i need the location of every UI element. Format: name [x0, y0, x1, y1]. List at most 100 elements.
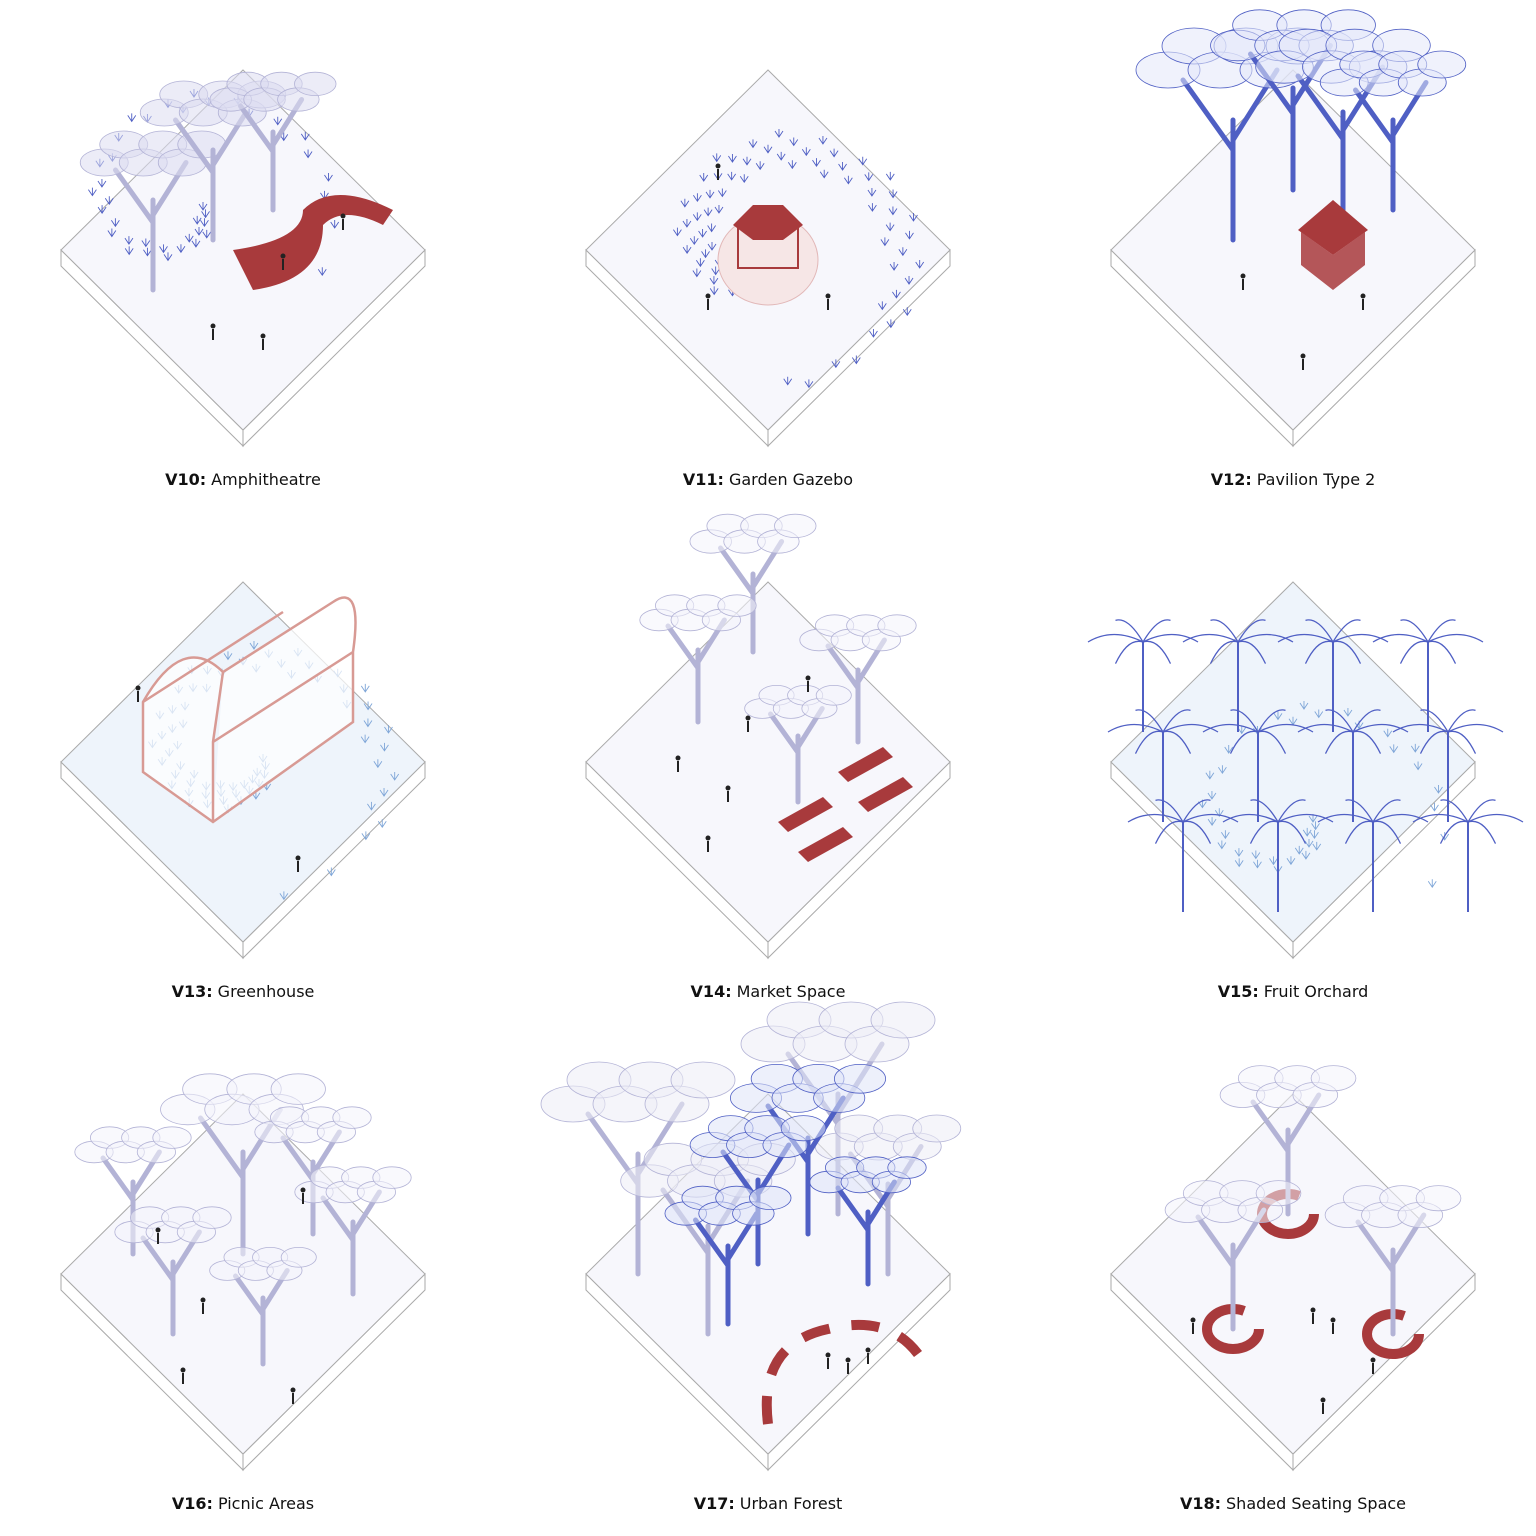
caption-code: V16: — [172, 1494, 213, 1513]
palm-leaf — [1182, 820, 1212, 844]
palm-leaf — [1222, 813, 1279, 823]
market-stall — [858, 777, 913, 812]
caption-name: Greenhouse — [218, 982, 315, 1001]
palm-leaf — [1352, 730, 1382, 754]
grass — [909, 212, 918, 222]
palm-leaf — [1277, 820, 1307, 844]
palm-leaf — [1087, 633, 1144, 643]
tree-crown — [912, 1114, 962, 1143]
grass — [324, 172, 333, 182]
grass — [198, 202, 208, 211]
caption: V14: Market Space — [691, 982, 846, 1001]
grass — [201, 209, 210, 219]
tree-crown — [1255, 1180, 1302, 1207]
grass — [1413, 761, 1423, 771]
grass — [107, 228, 117, 238]
grass — [97, 178, 107, 188]
grass — [858, 156, 868, 166]
palm-leaf — [1392, 723, 1449, 733]
grass — [1269, 856, 1278, 866]
palm-leaf — [1344, 820, 1374, 844]
seating-arc — [761, 1319, 922, 1425]
grass — [698, 228, 707, 238]
grass — [711, 266, 721, 276]
person-head — [725, 785, 731, 791]
tree-crown — [294, 71, 337, 97]
caption-code: V15: — [1218, 982, 1259, 1001]
grass — [904, 276, 914, 285]
palm-leaf — [1209, 640, 1239, 664]
grass — [877, 301, 887, 311]
grass — [184, 233, 194, 243]
tree-crown — [834, 1064, 887, 1094]
scene — [60, 69, 426, 448]
grass — [363, 718, 373, 728]
person-head — [825, 1352, 831, 1358]
tree-crown — [280, 1247, 317, 1268]
grass — [1253, 859, 1262, 869]
palm-leaf — [1440, 799, 1469, 823]
scene — [60, 581, 426, 960]
palm-leaf — [1277, 799, 1306, 823]
person-head — [260, 333, 266, 339]
grass — [885, 222, 895, 232]
person-head — [1360, 293, 1366, 299]
pavilion-body — [1301, 232, 1365, 290]
grass — [279, 891, 289, 901]
tile-top — [1110, 69, 1476, 431]
grass — [88, 187, 97, 197]
tree-crown — [1417, 50, 1467, 79]
caption-name: Market Space — [737, 982, 846, 1001]
tree-crown — [717, 594, 757, 617]
grass — [141, 238, 151, 248]
grass — [829, 148, 839, 158]
grass — [249, 641, 259, 650]
grass — [699, 173, 709, 182]
tree-crown — [870, 1001, 936, 1039]
palm-leaf — [1400, 619, 1429, 643]
market-stall — [798, 827, 853, 862]
grass — [843, 175, 853, 185]
grass — [1218, 765, 1227, 775]
grass — [851, 355, 861, 365]
tree-crown — [877, 614, 917, 637]
grass — [1286, 856, 1296, 866]
gazebo-roof — [733, 205, 803, 240]
person-head — [1190, 1317, 1196, 1323]
tree-crown — [270, 1073, 326, 1105]
grass — [1221, 830, 1230, 840]
tree-crown — [372, 1166, 412, 1189]
person-head — [745, 715, 751, 721]
grass — [361, 831, 371, 841]
person-head — [1320, 1397, 1326, 1403]
grass — [787, 160, 797, 170]
grass — [373, 759, 383, 769]
grass — [143, 247, 152, 257]
person-head — [825, 293, 831, 299]
palm-leaf — [1162, 730, 1192, 754]
grass — [1205, 770, 1215, 780]
palm-leaf — [1154, 820, 1184, 844]
grass — [888, 206, 898, 216]
palm-leaf — [1427, 619, 1456, 643]
palm-leaf — [1419, 730, 1449, 754]
caption: V10: Amphitheatre — [165, 470, 321, 489]
grass — [97, 205, 107, 214]
grass — [194, 226, 204, 236]
grass — [300, 131, 310, 141]
palm-leaf — [1107, 723, 1164, 733]
grass — [176, 244, 186, 254]
grass — [898, 247, 908, 257]
grass — [831, 359, 841, 369]
grass — [384, 724, 393, 734]
palm-leaf — [1467, 799, 1496, 823]
palm-leaf — [1372, 799, 1401, 823]
grass — [742, 156, 752, 166]
person-head — [300, 1187, 306, 1193]
grass — [705, 189, 715, 199]
grass — [755, 161, 765, 171]
palm-leaf — [1305, 619, 1334, 643]
grass — [701, 249, 710, 259]
grass — [682, 245, 692, 254]
